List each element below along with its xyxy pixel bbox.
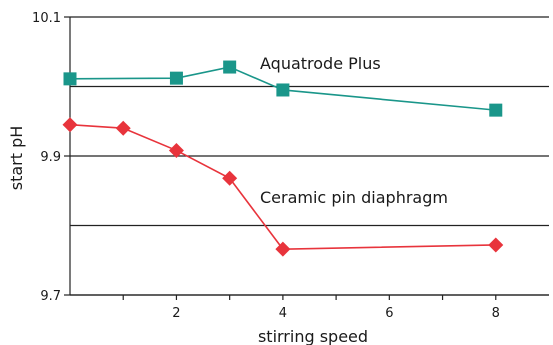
y-axis-ticks: 9.7 9.9 10.1 [32, 11, 70, 304]
series-label-aquatrode-plus: Aquatrode Plus [260, 54, 381, 73]
series-line-1 [69, 123, 496, 250]
data-point-s1-3 [222, 170, 238, 186]
x-axis-title: stirring speed [258, 327, 368, 345]
data-point-s0-2 [223, 60, 237, 74]
data-point-s0-3 [276, 83, 290, 97]
data-point-s0-4 [489, 103, 503, 117]
x-axis-ticks: 2 4 6 8 [122, 295, 500, 321]
y-tick-label-1: 9.9 [40, 150, 61, 165]
series-layer [62, 60, 504, 257]
data-point-s1-2 [168, 142, 184, 158]
y-tick-label-2: 10.1 [32, 11, 61, 26]
series-label-ceramic-pin-diaphragm: Ceramic pin diaphragm [260, 188, 448, 207]
x-tick-label-2: 6 [385, 306, 393, 321]
x-tick-label-0: 2 [172, 306, 180, 321]
y-axis-title: start pH [7, 126, 26, 191]
data-point-s1-0 [62, 117, 78, 133]
x-tick-label-1: 4 [279, 306, 287, 321]
data-point-s1-4 [275, 241, 291, 257]
x-tick-label-3: 8 [492, 306, 500, 321]
y-tick-label-0: 9.7 [40, 289, 61, 304]
data-point-s0-1 [169, 71, 183, 85]
data-point-s1-1 [115, 120, 131, 136]
data-point-s1-5 [488, 237, 504, 253]
data-point-s0-0 [63, 72, 77, 86]
